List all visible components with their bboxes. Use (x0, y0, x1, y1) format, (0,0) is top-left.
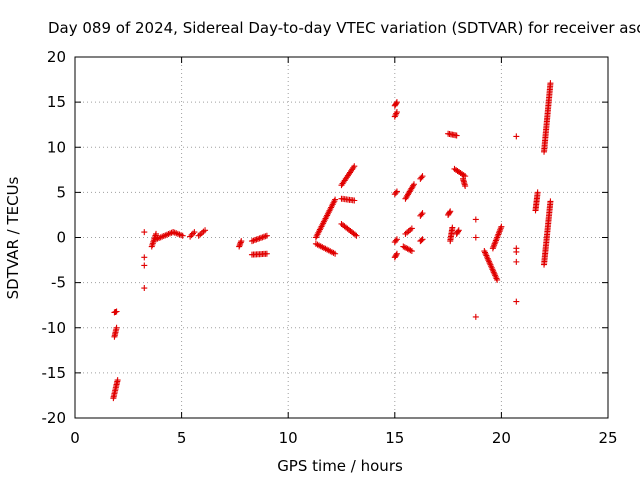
tick-labels: 0 5 10 15 20 25 -20 -15 -10 -5 0 5 10 15 20 (42, 48, 618, 447)
data-point (238, 238, 245, 245)
data-point (191, 229, 198, 236)
data-points (110, 80, 554, 402)
data-point (418, 174, 425, 181)
data-point (447, 208, 454, 215)
data-point (263, 232, 270, 239)
data-point (141, 262, 148, 269)
data-point (353, 232, 360, 239)
y-tick-label: -10 (42, 319, 67, 337)
data-point (498, 223, 505, 230)
data-point (393, 236, 400, 243)
data-point (472, 234, 479, 241)
data-point (393, 100, 400, 107)
data-point (351, 197, 358, 204)
data-point (351, 163, 358, 170)
data-point (453, 132, 460, 139)
data-point (263, 250, 270, 257)
data-point (392, 237, 399, 244)
data-point (455, 228, 462, 235)
y-tick-label: 5 (56, 183, 66, 201)
data-point (187, 233, 194, 240)
data-point (455, 227, 462, 234)
data-point (513, 298, 520, 305)
data-point (408, 225, 415, 232)
data-point (393, 250, 400, 257)
x-tick-label: 5 (177, 429, 187, 447)
data-point (114, 377, 121, 384)
data-point (419, 173, 426, 180)
x-tick-label: 25 (598, 429, 617, 447)
x-tick-label: 10 (279, 429, 298, 447)
data-point (446, 209, 453, 216)
x-tick-label: 15 (385, 429, 404, 447)
data-point (393, 109, 400, 116)
data-point (449, 224, 456, 231)
data-point (202, 227, 209, 234)
data-point (392, 112, 399, 119)
y-tick-label: 20 (47, 48, 66, 66)
data-point (462, 183, 469, 190)
data-point (113, 324, 120, 331)
data-point (392, 189, 399, 196)
data-point (141, 254, 148, 261)
x-axis-label: GPS time / hours (277, 457, 403, 475)
data-point (393, 99, 400, 106)
data-point (188, 232, 195, 239)
y-tick-label: 10 (47, 138, 66, 156)
data-point (410, 181, 417, 188)
data-point (141, 229, 148, 236)
y-axis-label: SDTVAR / TECUs (4, 176, 22, 299)
data-point (393, 110, 400, 117)
y-tick-label: 15 (47, 93, 66, 111)
data-point (189, 230, 196, 237)
data-point (410, 182, 417, 189)
data-point (534, 189, 541, 196)
data-point (513, 258, 520, 265)
data-point (179, 232, 186, 239)
data-point (494, 276, 501, 283)
data-point (408, 248, 415, 255)
x-tick-label: 20 (492, 429, 511, 447)
data-point (418, 237, 425, 244)
axis-ticks (74, 56, 609, 419)
data-point (419, 236, 426, 243)
chart-title: Day 089 of 2024, Sidereal Day-to-day VTE… (48, 19, 640, 37)
data-point (547, 198, 554, 205)
data-point (141, 285, 148, 292)
y-tick-label: -15 (42, 364, 67, 382)
data-point (472, 216, 479, 223)
data-point (393, 251, 400, 258)
y-tick-label: 0 (56, 229, 66, 247)
data-point (393, 188, 400, 195)
data-point (332, 250, 339, 257)
data-point (513, 248, 520, 255)
data-point (407, 247, 414, 254)
data-point (547, 80, 554, 87)
data-point (472, 313, 479, 320)
data-point (419, 210, 426, 217)
y-tick-label: -5 (51, 274, 66, 292)
data-point (153, 230, 160, 237)
x-tick-label: 0 (70, 429, 80, 447)
data-point (513, 133, 520, 140)
data-point (418, 211, 425, 218)
y-tick-label: -20 (42, 409, 67, 427)
data-point (113, 308, 120, 315)
data-point (332, 196, 339, 203)
